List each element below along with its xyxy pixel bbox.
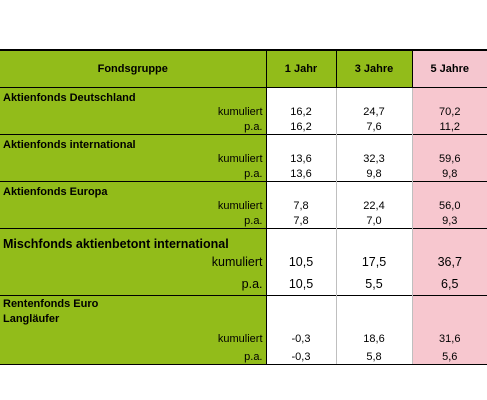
header-1-jahr: 1 Jahr [266,49,337,88]
header-5-jahre: 5 Jahre [412,49,487,88]
row-label: p.a. [0,273,267,296]
cell-3-jahre: 32,3 [336,151,413,166]
row-label: kumuliert [0,151,267,166]
group-row: Rentenfonds Euro Langläufer [0,295,487,329]
group-name-line2: Langläufer [3,313,60,325]
group-name-line1: Rentenfonds Euro [3,298,99,310]
group-row: Aktienfonds Europa [0,181,487,198]
row-label: p.a. [0,119,267,135]
cell-3-jahre: 5,5 [336,273,413,296]
cell-1-jahr: 16,2 [266,104,337,119]
cell-1-jahr: 13,6 [266,151,337,166]
row-label: kumuliert [0,329,267,349]
group-name: Rentenfonds Euro Langläufer [0,295,267,329]
row-label: p.a. [0,213,267,229]
row-label: p.a. [0,166,267,182]
table-row: kumuliert 16,2 24,7 70,2 [0,104,487,119]
group-name: Aktienfonds international [0,134,267,151]
cell-5-jahre: 9,3 [412,213,487,229]
table-row: kumuliert 7,8 22,4 56,0 [0,198,487,213]
table-row: kumuliert 13,6 32,3 59,6 [0,151,487,166]
cell-1-jahr: -0,3 [266,349,337,365]
cell-5-jahre: 70,2 [412,104,487,119]
cell-5-jahre: 9,8 [412,166,487,182]
cell-3-jahre: 9,8 [336,166,413,182]
row-label: p.a. [0,349,267,365]
group-row: Aktienfonds international [0,134,487,151]
cell-5-jahre: 36,7 [412,251,487,273]
table-row: p.a. 7,8 7,0 9,3 [0,213,487,229]
cell-3-jahre: 22,4 [336,198,413,213]
cell-1-jahr: 13,6 [266,166,337,182]
table-row: p.a. 16,2 7,6 11,2 [0,119,487,135]
cell-1-jahr: 7,8 [266,198,337,213]
cell-3-jahre: 7,0 [336,213,413,229]
group-row: Mischfonds aktienbetont international [0,228,487,251]
cell-5-jahre: 11,2 [412,119,487,135]
header-3-jahre: 3 Jahre [336,49,413,88]
cell-1-jahr: 10,5 [266,251,337,273]
group-name: Aktienfonds Europa [0,181,267,198]
row-label: kumuliert [0,198,267,213]
row-label: kumuliert [0,251,267,273]
cell-5-jahre: 6,5 [412,273,487,296]
table-row: p.a. 13,6 9,8 9,8 [0,166,487,182]
cell-3-jahre: 24,7 [336,104,413,119]
cell-3-jahre: 5,8 [336,349,413,365]
cell-1-jahr: 10,5 [266,273,337,296]
row-label: kumuliert [0,104,267,119]
cell-1-jahr: 16,2 [266,119,337,135]
fund-performance-table: Fondsgruppe 1 Jahr 3 Jahre 5 Jahre Aktie… [0,49,487,365]
group-name: Aktienfonds Deutschland [0,87,267,104]
table-row: kumuliert 10,5 17,5 36,7 [0,251,487,273]
header-fondsgruppe: Fondsgruppe [0,49,267,88]
cell-5-jahre: 56,0 [412,198,487,213]
table-row: p.a. 10,5 5,5 6,5 [0,273,487,296]
group-name: Mischfonds aktienbetont international [0,228,267,251]
group-row: Aktienfonds Deutschland [0,87,487,104]
cell-5-jahre: 31,6 [412,329,487,349]
cell-1-jahr: -0,3 [266,329,337,349]
header-row: Fondsgruppe 1 Jahr 3 Jahre 5 Jahre [0,49,487,88]
cell-3-jahre: 7,6 [336,119,413,135]
cell-5-jahre: 5,6 [412,349,487,365]
table-row: kumuliert -0,3 18,6 31,6 [0,329,487,349]
cell-1-jahr: 7,8 [266,213,337,229]
cell-5-jahre: 59,6 [412,151,487,166]
table-row: p.a. -0,3 5,8 5,6 [0,349,487,365]
cell-3-jahre: 17,5 [336,251,413,273]
cell-3-jahre: 18,6 [336,329,413,349]
